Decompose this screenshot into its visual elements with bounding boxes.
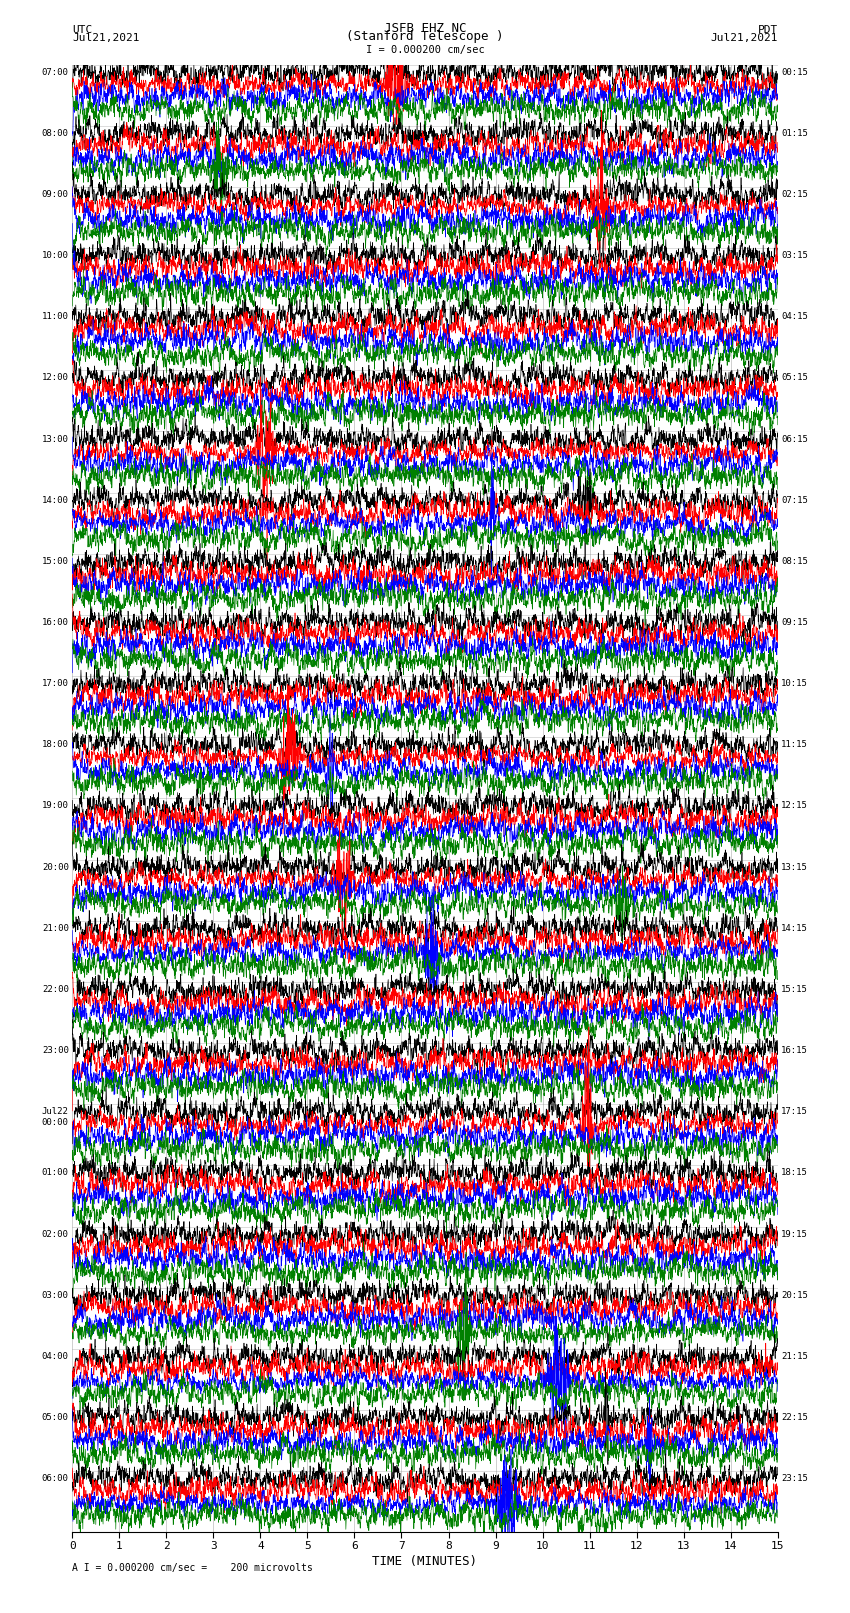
Text: 02:00: 02:00 [42, 1229, 69, 1239]
Text: (Stanford Telescope ): (Stanford Telescope ) [346, 29, 504, 44]
Text: 06:15: 06:15 [781, 434, 808, 444]
Text: 18:00: 18:00 [42, 740, 69, 750]
Text: 23:15: 23:15 [781, 1474, 808, 1484]
Text: 05:15: 05:15 [781, 373, 808, 382]
Text: 00:15: 00:15 [781, 68, 808, 76]
Text: 14:00: 14:00 [42, 495, 69, 505]
Text: PDT: PDT [757, 24, 778, 35]
Text: 21:00: 21:00 [42, 924, 69, 932]
Text: 11:15: 11:15 [781, 740, 808, 750]
Text: 16:00: 16:00 [42, 618, 69, 627]
Text: 06:00: 06:00 [42, 1474, 69, 1484]
Text: 02:15: 02:15 [781, 190, 808, 198]
Text: JSFB EHZ NC: JSFB EHZ NC [383, 21, 467, 35]
Text: 07:15: 07:15 [781, 495, 808, 505]
Text: 03:15: 03:15 [781, 252, 808, 260]
Text: 01:00: 01:00 [42, 1168, 69, 1177]
Text: 16:15: 16:15 [781, 1047, 808, 1055]
Text: 15:00: 15:00 [42, 556, 69, 566]
Text: 10:15: 10:15 [781, 679, 808, 689]
Text: 12:00: 12:00 [42, 373, 69, 382]
Text: 18:15: 18:15 [781, 1168, 808, 1177]
Text: 20:15: 20:15 [781, 1290, 808, 1300]
Text: Jul22
00:00: Jul22 00:00 [42, 1107, 69, 1127]
Text: 09:00: 09:00 [42, 190, 69, 198]
Text: 08:00: 08:00 [42, 129, 69, 137]
Text: 01:15: 01:15 [781, 129, 808, 137]
Text: 03:00: 03:00 [42, 1290, 69, 1300]
Text: 04:00: 04:00 [42, 1352, 69, 1361]
Text: 14:15: 14:15 [781, 924, 808, 932]
Text: I = 0.000200 cm/sec: I = 0.000200 cm/sec [366, 45, 484, 55]
Text: 17:00: 17:00 [42, 679, 69, 689]
Text: 19:15: 19:15 [781, 1229, 808, 1239]
Text: 15:15: 15:15 [781, 986, 808, 994]
Text: 08:15: 08:15 [781, 556, 808, 566]
Text: A I = 0.000200 cm/sec =    200 microvolts: A I = 0.000200 cm/sec = 200 microvolts [72, 1563, 313, 1573]
Text: Jul21,2021: Jul21,2021 [72, 32, 139, 44]
Text: 22:00: 22:00 [42, 986, 69, 994]
Text: 20:00: 20:00 [42, 863, 69, 871]
Text: 05:00: 05:00 [42, 1413, 69, 1423]
Text: 09:15: 09:15 [781, 618, 808, 627]
Text: 19:00: 19:00 [42, 802, 69, 810]
Text: 10:00: 10:00 [42, 252, 69, 260]
Text: 22:15: 22:15 [781, 1413, 808, 1423]
Text: 12:15: 12:15 [781, 802, 808, 810]
Text: 04:15: 04:15 [781, 313, 808, 321]
Text: Jul21,2021: Jul21,2021 [711, 32, 778, 44]
Text: 07:00: 07:00 [42, 68, 69, 76]
Text: 23:00: 23:00 [42, 1047, 69, 1055]
Text: 17:15: 17:15 [781, 1107, 808, 1116]
X-axis label: TIME (MINUTES): TIME (MINUTES) [372, 1555, 478, 1568]
Text: 13:00: 13:00 [42, 434, 69, 444]
Text: 13:15: 13:15 [781, 863, 808, 871]
Text: 21:15: 21:15 [781, 1352, 808, 1361]
Text: UTC: UTC [72, 24, 93, 35]
Text: 11:00: 11:00 [42, 313, 69, 321]
